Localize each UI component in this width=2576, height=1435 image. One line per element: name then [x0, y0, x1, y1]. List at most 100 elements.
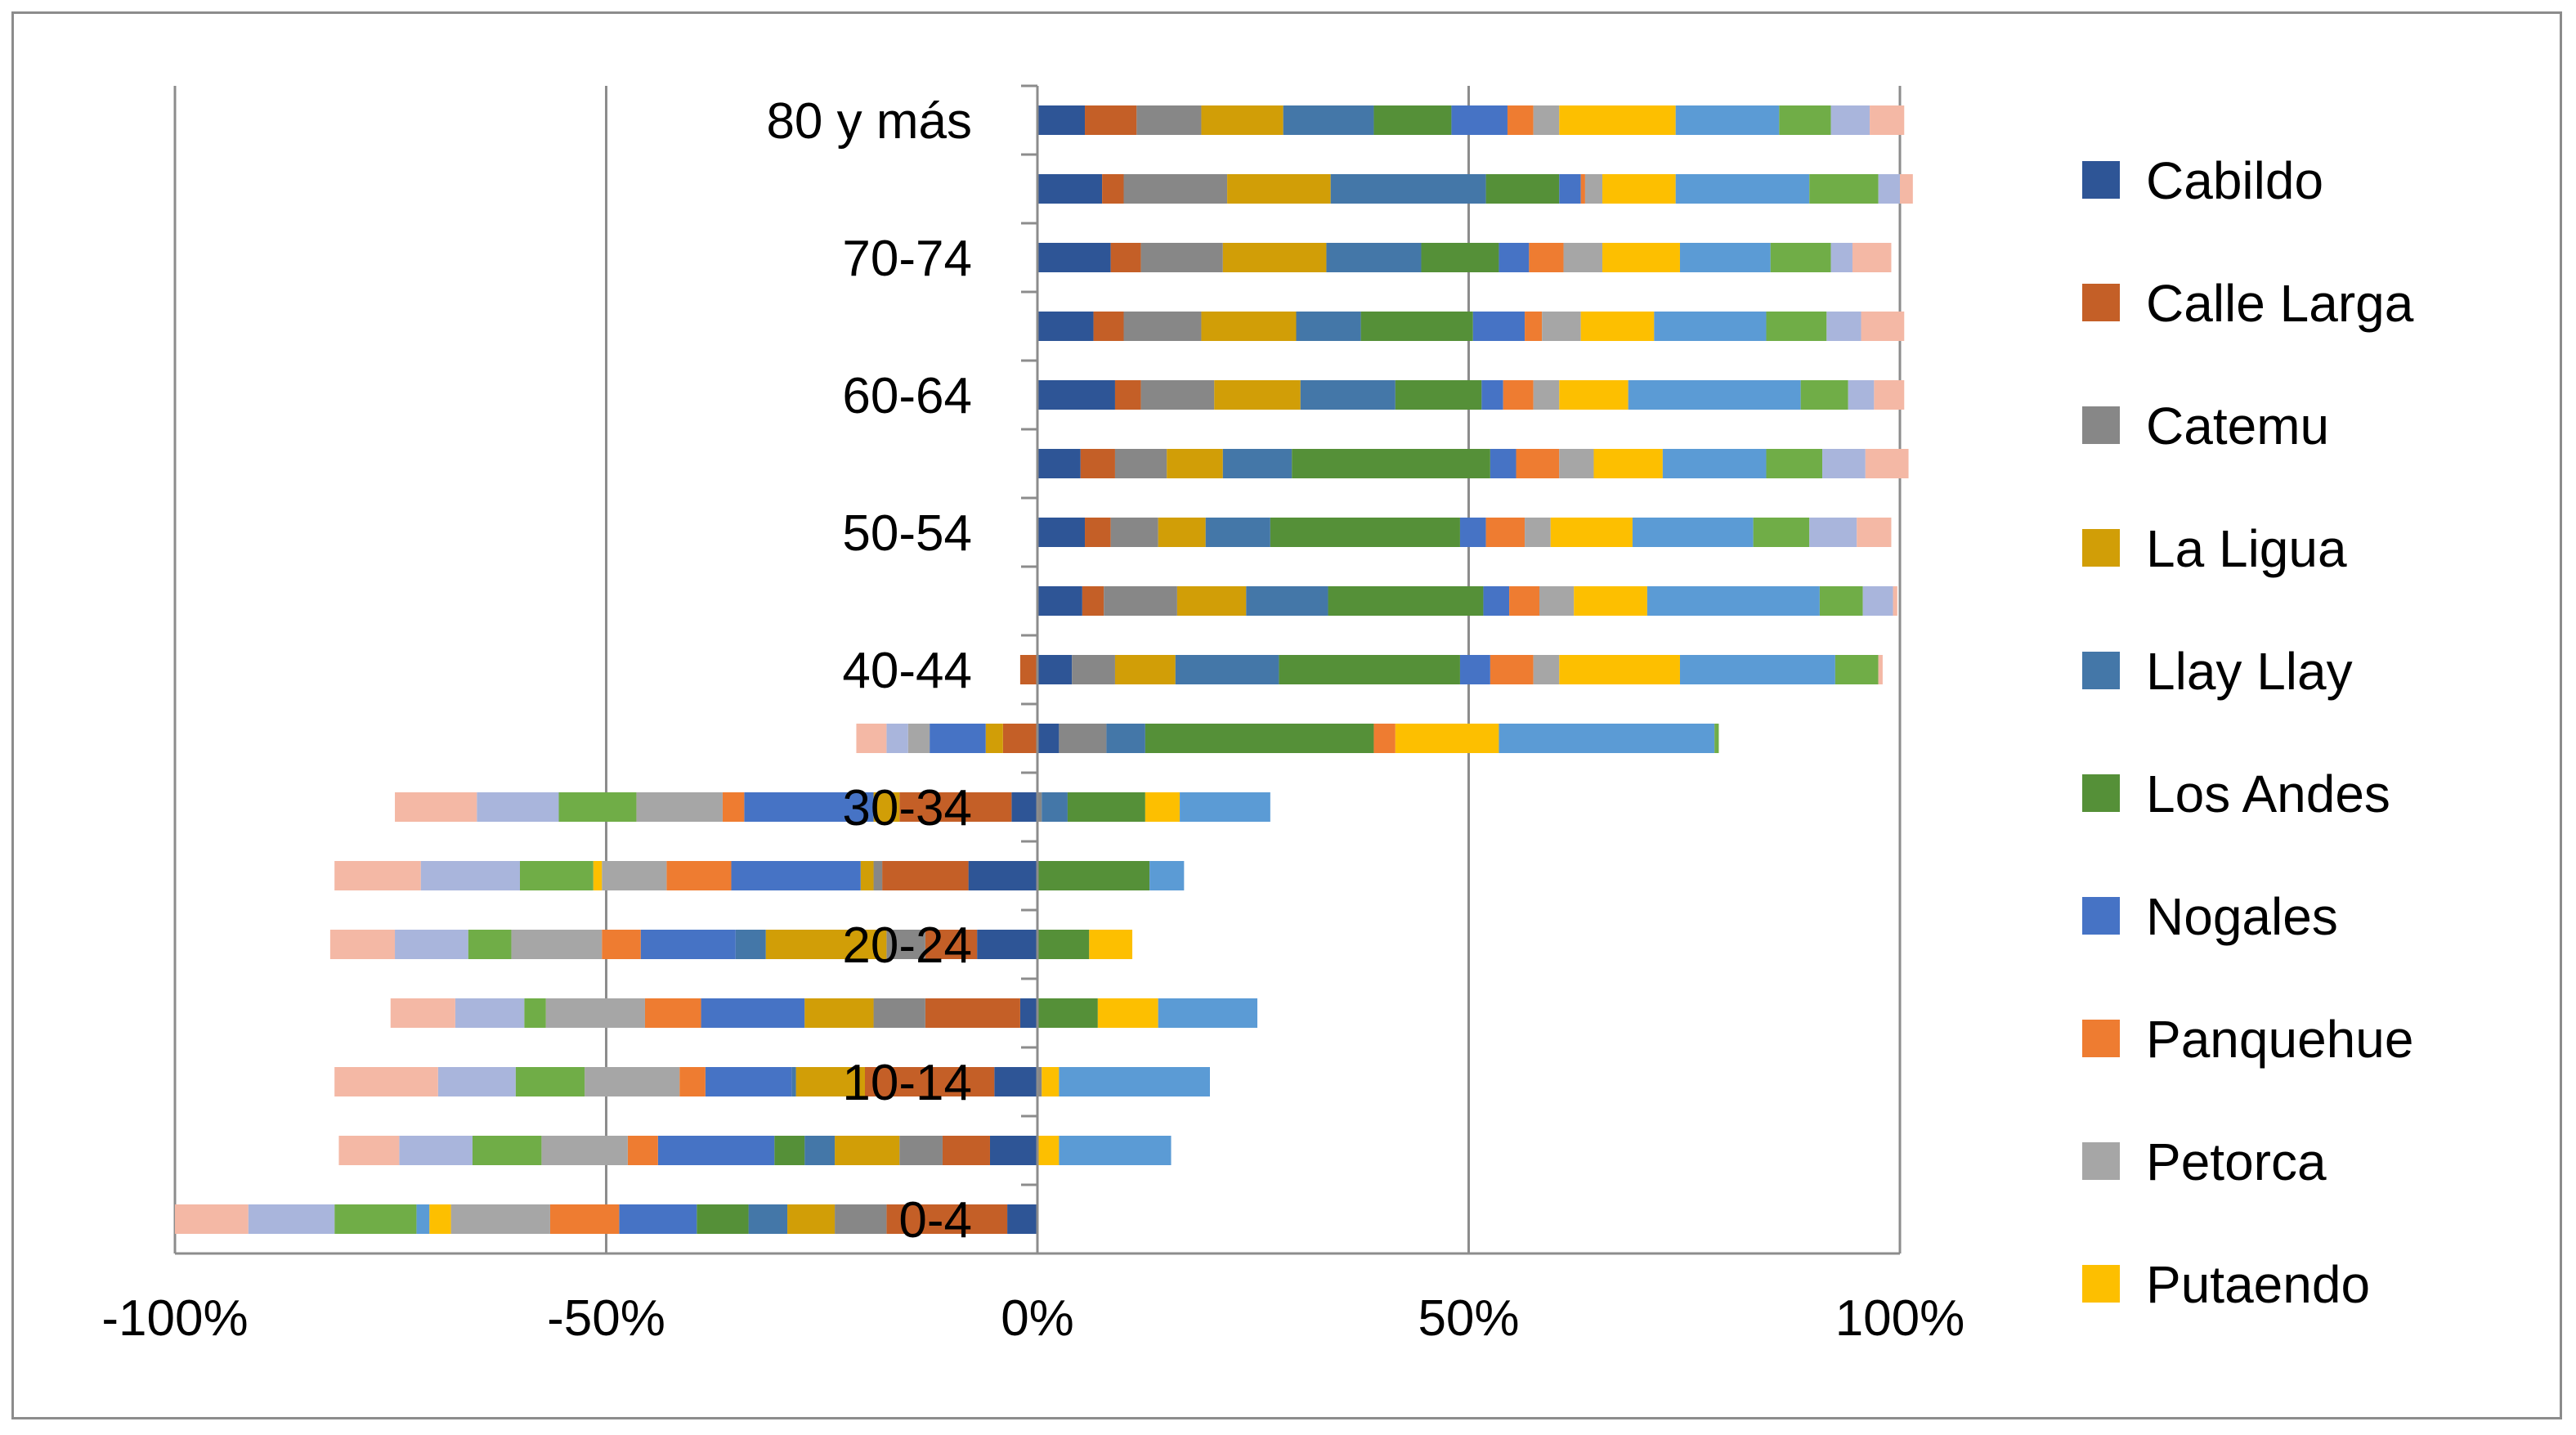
bar-segment [744, 792, 874, 822]
bar-segment [644, 998, 701, 1028]
bar-segment [1167, 449, 1223, 478]
bar-segment [1874, 380, 1905, 410]
legend-label: Panquehue [2146, 1010, 2414, 1069]
bar-segment [1082, 586, 1104, 616]
bar-segment [1499, 724, 1715, 753]
bar-segment [1037, 518, 1086, 547]
bar-segment [1019, 998, 1037, 1028]
y-category-label: 20-24 [842, 917, 972, 974]
bar-segment [395, 930, 468, 959]
bar-segment [334, 1067, 438, 1096]
bar-segment [511, 930, 603, 959]
bar-segment [1037, 792, 1042, 822]
bar-segment [416, 1204, 430, 1234]
y-category-label: 30-34 [842, 780, 972, 836]
bar-segment [1857, 518, 1892, 547]
bar-segment [1214, 380, 1301, 410]
bar-segment [1766, 312, 1827, 341]
bar-segment [886, 930, 925, 959]
bar-segment [1300, 380, 1396, 410]
bar-segment [985, 724, 1003, 753]
bar-segment [1037, 243, 1111, 272]
axis-layer [175, 84, 1900, 1255]
bar-segment [930, 724, 986, 753]
bar-segment [1205, 518, 1270, 547]
legend-item: Llay Llay [2082, 619, 2573, 701]
bar-segment [1861, 312, 1905, 341]
bar-segment [989, 1136, 1037, 1165]
bar-segment [1222, 243, 1327, 272]
bar-segment [1140, 380, 1215, 410]
y-category-label: 70-74 [842, 231, 972, 287]
bar-segment [175, 1204, 249, 1234]
bar-segment [477, 792, 559, 822]
bar-segment [1037, 930, 1090, 959]
bar-segment [1574, 586, 1647, 616]
bar-segment [1499, 243, 1530, 272]
bar-segment [1559, 655, 1680, 684]
bar-segment [1451, 105, 1508, 135]
bar-segment [942, 1136, 990, 1165]
bar-segment [968, 861, 1037, 890]
bar-segment [1110, 518, 1158, 547]
bar-segment [1037, 380, 1115, 410]
bar-segment [1628, 380, 1801, 410]
bar-segment [1395, 380, 1482, 410]
bar-segment [1246, 586, 1328, 616]
bar-segment [899, 792, 1012, 822]
y-category-label: 50-54 [842, 505, 972, 562]
bar-segment [1481, 380, 1503, 410]
bar-segment [1675, 174, 1810, 204]
bar-segment [1227, 174, 1331, 204]
bar-segment [1753, 518, 1810, 547]
bar-segment [1104, 586, 1177, 616]
legend-swatch [2082, 161, 2120, 199]
bar-segment [1283, 105, 1374, 135]
bar-segment [334, 861, 421, 890]
bar-segment [1007, 1204, 1037, 1234]
bar-segment [636, 792, 723, 822]
bar-segment [865, 1067, 995, 1096]
bar-segment [1580, 312, 1655, 341]
bar-segment [774, 1136, 805, 1165]
bar-segment [450, 1204, 550, 1234]
bar-segment [666, 861, 732, 890]
bar-segment [1893, 586, 1897, 616]
legend-swatch [2082, 1142, 2120, 1180]
bar-segment [907, 724, 930, 753]
bar-segment [1770, 243, 1831, 272]
bar-segment [977, 930, 1037, 959]
bar-segment [697, 1204, 749, 1234]
bar-segment [558, 792, 637, 822]
bar-segment [1360, 312, 1473, 341]
bar-segment [1123, 174, 1228, 204]
bar-segment [1870, 105, 1905, 135]
legend-item: Petorca [2082, 1110, 2573, 1191]
bar-segment [472, 1136, 542, 1165]
bar-segment [1900, 174, 1913, 204]
bar-segment [515, 1067, 585, 1096]
bar-segment [1509, 586, 1540, 616]
bar-segment [585, 1067, 680, 1096]
bar-segment [1270, 518, 1460, 547]
y-category-label: 40-44 [842, 643, 972, 699]
bar-segment [925, 930, 978, 959]
bar-segment [899, 1136, 943, 1165]
bar-segment [1525, 312, 1543, 341]
bar-segment [1011, 792, 1037, 822]
bar-segment [795, 1067, 865, 1096]
legend-item: Catemu [2082, 374, 2573, 455]
bar-segment [1848, 380, 1875, 410]
bar-segment [1714, 724, 1719, 753]
bar-segment [1037, 312, 1094, 341]
bar-segment [1675, 105, 1780, 135]
bar-segment [420, 861, 520, 890]
bar-segment [1279, 655, 1460, 684]
bar-segment [925, 998, 1020, 1028]
bar-segment [619, 1204, 697, 1234]
bar-segment [994, 1067, 1037, 1096]
bar-segment [640, 930, 736, 959]
bar-segment [886, 724, 908, 753]
bar-segment [1145, 792, 1180, 822]
bar-segment [1539, 586, 1575, 616]
